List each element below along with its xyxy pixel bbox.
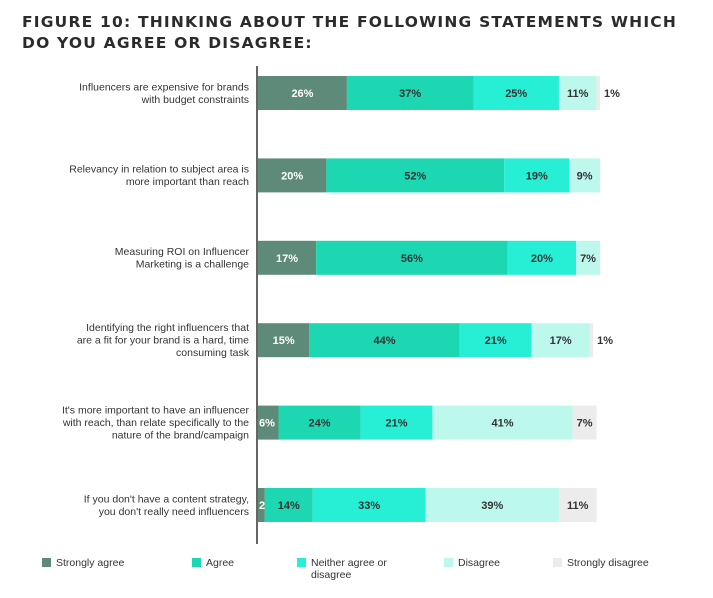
- data-label-agree-row-4: 44%: [374, 335, 396, 347]
- legend-label-neither-agree-or-disagree: Neither agree or disagree: [311, 557, 387, 581]
- data-label-neither-agree-or-disagree-row-1: 25%: [505, 88, 527, 100]
- bar-segment-strongly-agree-row-2: [258, 158, 327, 193]
- legend-item-strongly-disagree: Strongly disagree: [553, 557, 649, 569]
- legend-label-disagree: Disagree: [458, 557, 501, 569]
- data-label-strongly-disagree-row-4: 1%: [597, 335, 613, 347]
- legend-item-disagree: Disagree: [444, 557, 500, 569]
- bars-layer: 26% 37% 25% 11% 1% 20% 52% 19% 9% 17% 56% 20% 7% 15% 4…: [258, 76, 620, 522]
- bar-segment-disagree-row-3: [576, 240, 600, 275]
- stacked-bar-chart: 26% 37% 25% 11% 1% 20% 52% 19% 9% 17% 56% 20% 7% 15% 4…: [62, 66, 620, 544]
- bar-segment-agree-row-6: [264, 488, 313, 522]
- bar-segment-neither-agree-or-disagree-row-2: [504, 158, 570, 193]
- data-label-disagree-row-4: 17%: [550, 335, 572, 347]
- data-label-strongly-agree-row-3: 17%: [276, 253, 298, 265]
- bar-segment-strongly-disagree-row-6: [558, 488, 597, 522]
- bar-segment-agree-row-4: [309, 323, 460, 358]
- data-label-disagree-row-5: 41%: [492, 418, 514, 430]
- data-label-strongly-disagree-row-5: 7%: [577, 418, 593, 430]
- legend-label-strongly-disagree: Strongly disagree: [567, 557, 649, 569]
- data-label-strongly-disagree-row-1: 1%: [604, 88, 620, 100]
- data-label-neither-agree-or-disagree-row-2: 19%: [526, 170, 548, 182]
- category-label-1: Influencers are expensive for brands with…: [79, 81, 249, 106]
- chart-legend: Strongly agree Agree Neither agree or disag…: [0, 557, 713, 587]
- legend-swatch-strongly-disagree: [553, 558, 562, 567]
- data-label-strongly-agree-row-1: 26%: [291, 88, 313, 100]
- category-label-3: Measuring ROI on Influencer Marketing is …: [115, 246, 250, 270]
- data-label-agree-row-1: 37%: [399, 88, 421, 100]
- data-label-disagree-row-2: 9%: [577, 170, 593, 182]
- bar-segment-strongly-agree-row-4: [258, 323, 310, 358]
- data-label-neither-agree-or-disagree-row-3: 20%: [531, 253, 553, 265]
- bar-segment-disagree-row-6: [425, 488, 559, 522]
- data-label-strongly-disagree-row-6: 11%: [567, 500, 589, 512]
- legend-item-strongly-agree: Strongly agree: [42, 557, 124, 569]
- figure-title: FIGURE 10: THINKING ABOUT THE FOLLOWING …: [22, 13, 678, 52]
- bar-segment-neither-agree-or-disagree-row-5: [360, 405, 433, 440]
- category-label-5: It's more important to have an influence…: [62, 405, 250, 442]
- legend-item-neither-agree-or-disagree: Neither agree or disagree: [297, 557, 387, 581]
- data-label-agree-row-3: 56%: [401, 253, 423, 265]
- bar-segment-neither-agree-or-disagree-row-3: [507, 240, 577, 275]
- bar-segment-strongly-agree-row-3: [258, 240, 317, 275]
- bar-segment-neither-agree-or-disagree-row-4: [459, 323, 532, 358]
- bar-segment-disagree-row-2: [569, 158, 600, 193]
- bar-segment-strongly-agree-row-5: [258, 405, 279, 440]
- bar-segment-agree-row-2: [326, 158, 505, 193]
- data-label-agree-row-2: 52%: [404, 170, 426, 182]
- legend-label-agree: Agree: [206, 557, 235, 569]
- data-label-neither-agree-or-disagree-row-4: 21%: [485, 335, 507, 347]
- legend-swatch-agree: [192, 558, 201, 567]
- row-labels-layer: Influencers are expensive for brands with…: [62, 81, 250, 518]
- bar-segment-agree-row-1: [346, 76, 474, 110]
- data-label-strongly-agree-row-4: 15%: [273, 335, 295, 347]
- data-label-disagree-row-3: 7%: [580, 253, 596, 265]
- bar-segment-strongly-agree-row-1: [258, 76, 347, 110]
- bar-segment-disagree-row-5: [432, 405, 573, 440]
- data-label-disagree-row-6: 39%: [481, 500, 503, 512]
- bar-segment-neither-agree-or-disagree-row-6: [312, 488, 426, 522]
- data-label-strongly-agree-row-5: 6%: [259, 418, 275, 430]
- bar-segment-disagree-row-4: [531, 323, 590, 358]
- bar-segment-agree-row-3: [316, 240, 508, 275]
- bar-segment-strongly-disagree-row-5: [572, 405, 597, 440]
- data-label-neither-agree-or-disagree-row-5: 21%: [385, 418, 407, 430]
- category-label-4: Identifying the right influencers that ar…: [77, 322, 250, 359]
- data-label-neither-agree-or-disagree-row-6: 33%: [358, 500, 380, 512]
- data-label-agree-row-6: 14%: [278, 500, 300, 512]
- bar-segment-disagree-row-1: [558, 76, 597, 110]
- legend-swatch-disagree: [444, 558, 453, 567]
- legend-swatch-strongly-agree: [42, 558, 51, 567]
- legend-label-strongly-agree: Strongly agree: [56, 557, 125, 569]
- legend-item-agree: Agree: [192, 557, 234, 569]
- category-label-6: If you don't have a content strategy, you…: [84, 493, 249, 518]
- category-label-2: Relevancy in relation to subject area is…: [69, 164, 249, 189]
- data-label-agree-row-5: 24%: [309, 418, 331, 430]
- bar-segment-strongly-disagree-row-4: [589, 323, 594, 358]
- bar-segment-strongly-disagree-row-1: [596, 76, 600, 110]
- bar-segment-strongly-agree-row-6: [258, 488, 265, 522]
- data-label-strongly-agree-row-2: 20%: [281, 170, 303, 182]
- legend-swatch-neither-agree-or-disagree: [297, 558, 306, 567]
- data-label-disagree-row-1: 11%: [567, 88, 589, 100]
- bar-segment-agree-row-5: [278, 405, 361, 440]
- bar-segment-neither-agree-or-disagree-row-1: [473, 76, 559, 110]
